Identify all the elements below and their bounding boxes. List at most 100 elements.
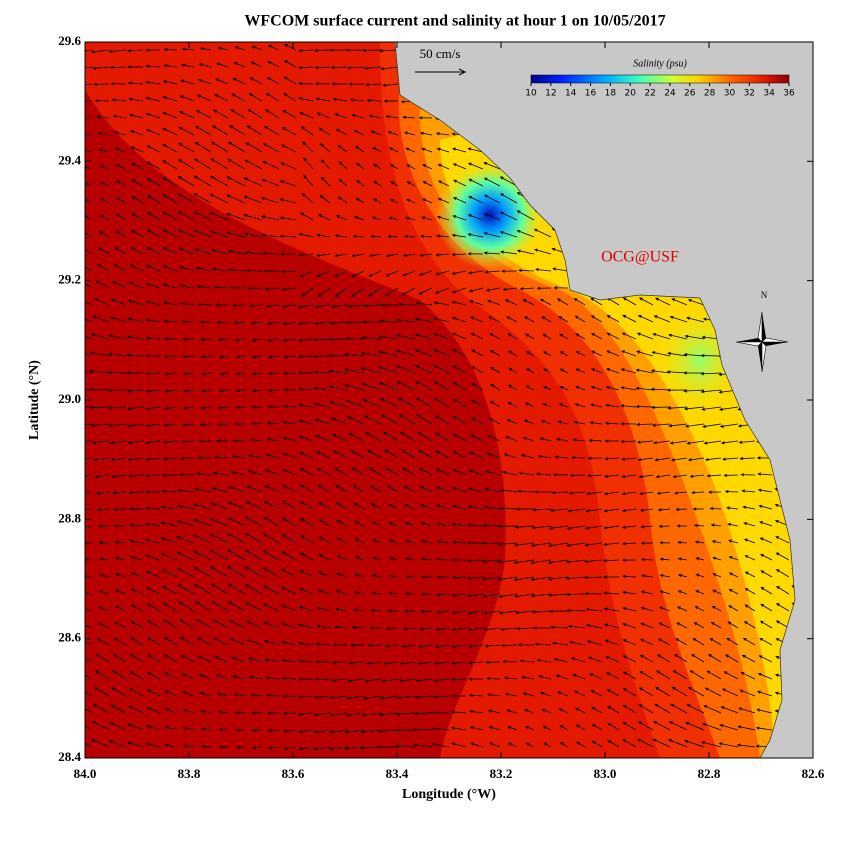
current-arrow xyxy=(115,164,127,170)
current-arrow xyxy=(98,590,110,595)
current-arrow xyxy=(314,418,331,425)
current-arrow xyxy=(361,712,382,717)
current-arrow xyxy=(418,287,433,295)
current-arrow xyxy=(162,194,178,204)
current-arrow xyxy=(299,111,314,119)
current-arrow xyxy=(489,400,501,408)
current-arrow xyxy=(332,643,348,647)
current-arrow xyxy=(127,440,144,445)
current-arrow xyxy=(113,637,127,646)
current-arrow xyxy=(405,539,416,544)
current-arrow xyxy=(659,590,671,595)
current-arrow xyxy=(451,558,467,562)
current-arrow xyxy=(112,114,127,119)
current-arrow xyxy=(127,741,144,748)
current-arrow xyxy=(587,456,603,460)
current-arrow xyxy=(193,175,212,187)
colorbar-tick-label: 24 xyxy=(664,89,676,99)
current-arrow xyxy=(283,388,297,392)
current-arrow xyxy=(543,368,552,374)
current-arrow xyxy=(452,451,467,459)
current-arrow xyxy=(144,506,161,510)
current-arrow xyxy=(335,484,348,493)
current-arrow xyxy=(267,338,280,342)
current-arrow xyxy=(712,573,722,578)
current-arrow xyxy=(245,501,263,510)
current-arrow xyxy=(622,655,637,663)
y-tick-label: 28.6 xyxy=(58,630,81,645)
current-arrow xyxy=(281,534,297,544)
y-tick-label: 29.0 xyxy=(58,391,81,406)
current-arrow xyxy=(401,287,416,296)
current-arrow xyxy=(452,197,467,204)
current-arrow xyxy=(199,47,212,51)
current-arrow xyxy=(164,372,178,376)
current-arrow xyxy=(466,576,484,580)
current-arrow xyxy=(114,589,127,595)
current-arrow xyxy=(621,332,637,340)
current-arrow xyxy=(127,423,144,428)
current-arrow xyxy=(516,229,535,238)
title: WFCOM surface current and salinity at ho… xyxy=(244,13,665,30)
current-arrow xyxy=(226,194,246,204)
current-arrow xyxy=(298,97,314,102)
current-arrow xyxy=(198,673,212,680)
current-arrow xyxy=(684,739,705,748)
current-arrow xyxy=(467,252,484,256)
current-arrow xyxy=(471,382,484,391)
current-arrow xyxy=(227,249,246,255)
current-arrow xyxy=(622,623,637,629)
current-arrow xyxy=(130,146,144,153)
current-arrow xyxy=(757,472,773,476)
current-arrow xyxy=(420,610,433,614)
current-arrow xyxy=(246,125,263,136)
current-arrow xyxy=(668,423,688,428)
current-arrow xyxy=(181,440,195,444)
current-arrow xyxy=(109,440,127,445)
current-arrow xyxy=(677,573,688,578)
current-arrow xyxy=(99,214,110,221)
current-arrow xyxy=(469,726,484,731)
current-arrow xyxy=(418,644,433,649)
current-arrow xyxy=(300,501,314,510)
y-tick-label: 29.6 xyxy=(58,33,81,48)
current-arrow xyxy=(263,500,280,510)
current-arrow xyxy=(519,287,535,291)
current-arrow xyxy=(182,337,195,341)
colorbar-tick-label: 20 xyxy=(625,89,637,99)
current-arrow xyxy=(759,521,773,527)
current-arrow xyxy=(452,416,467,425)
current-arrow xyxy=(414,333,433,340)
current-arrow xyxy=(195,472,212,476)
current-arrow xyxy=(738,440,756,444)
current-arrow xyxy=(575,385,586,391)
current-arrow xyxy=(396,365,416,374)
current-arrow xyxy=(743,522,756,527)
current-arrow xyxy=(85,336,93,340)
current-arrow xyxy=(227,158,246,170)
current-arrow xyxy=(526,368,535,374)
current-arrow xyxy=(178,142,195,153)
current-arrow xyxy=(775,552,790,561)
current-arrow xyxy=(584,559,603,564)
current-arrow xyxy=(703,705,722,714)
current-arrow xyxy=(249,438,263,442)
current-arrow xyxy=(572,438,586,442)
current-arrow xyxy=(145,457,161,461)
current-arrow xyxy=(182,726,195,731)
current-arrow xyxy=(162,283,178,289)
current-arrow xyxy=(657,508,671,512)
current-arrow xyxy=(543,742,552,748)
current-arrow xyxy=(584,542,603,547)
x-axis-label: Longitude (°W) xyxy=(402,787,496,802)
current-arrow xyxy=(316,270,331,277)
current-arrow xyxy=(603,542,620,546)
current-arrow xyxy=(507,742,518,748)
current-arrow xyxy=(318,536,331,544)
current-arrow xyxy=(264,126,280,136)
current-arrow xyxy=(378,381,399,391)
compass-label: N xyxy=(761,290,768,300)
current-arrow xyxy=(470,434,484,442)
current-arrow xyxy=(218,355,229,359)
current-arrow xyxy=(162,128,178,136)
